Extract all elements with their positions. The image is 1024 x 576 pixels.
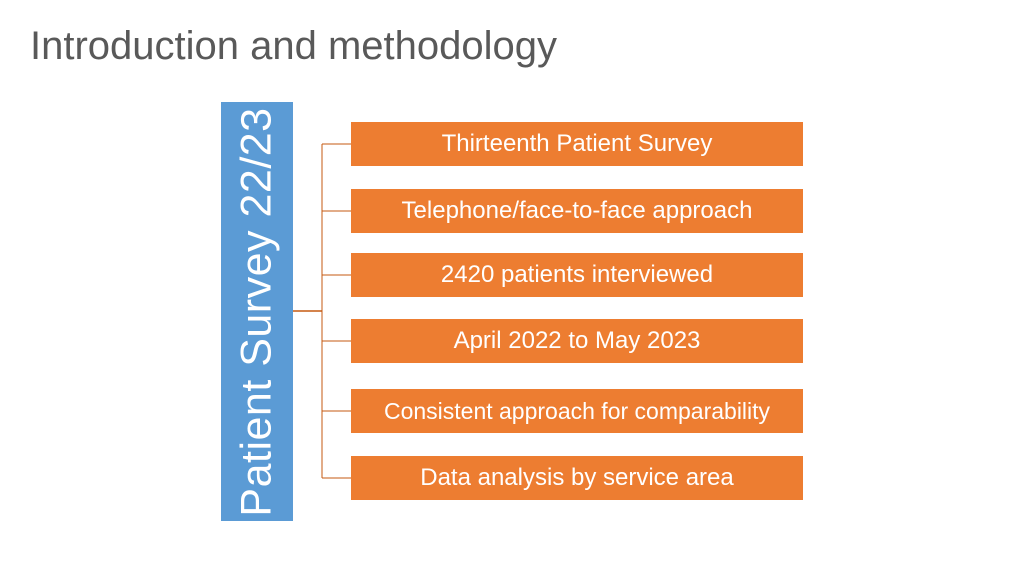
child-node-3: 2420 patients interviewed	[351, 253, 803, 297]
child-node-5: Consistent approach for comparability	[351, 389, 803, 433]
child-node-1: Thirteenth Patient Survey	[351, 122, 803, 166]
child-node-6: Data analysis by service area	[351, 456, 803, 500]
child-node-4: April 2022 to May 2023	[351, 319, 803, 363]
root-node-label: Patient Survey 22/23	[232, 106, 281, 517]
child-node-2: Telephone/face-to-face approach	[351, 189, 803, 233]
slide-title: Introduction and methodology	[30, 24, 558, 68]
root-node: Patient Survey 22/23	[221, 102, 293, 521]
